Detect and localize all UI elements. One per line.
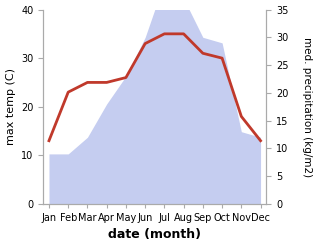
- Y-axis label: max temp (C): max temp (C): [5, 68, 16, 145]
- X-axis label: date (month): date (month): [108, 228, 201, 242]
- Y-axis label: med. precipitation (kg/m2): med. precipitation (kg/m2): [302, 37, 313, 177]
